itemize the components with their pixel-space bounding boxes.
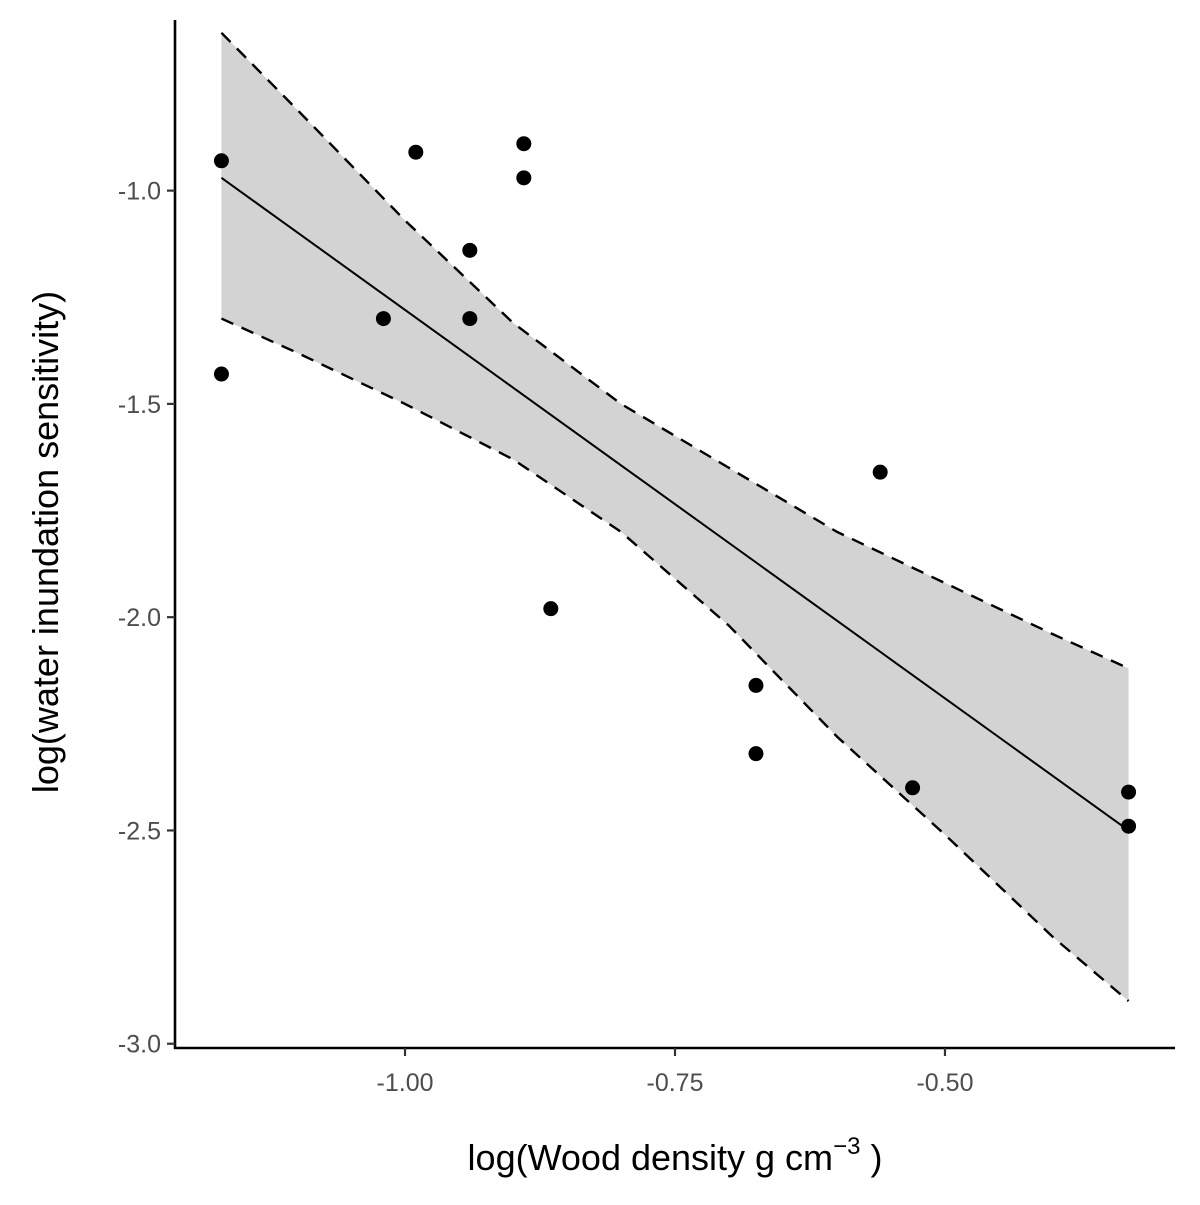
x-axis-title-main: log(Wood density g cm (468, 1137, 834, 1178)
data-point (462, 242, 478, 258)
y-tick-label: -3.0 (118, 1031, 161, 1059)
x-axis-title-superscript: −3 (833, 1133, 860, 1160)
data-points-layer (213, 136, 1137, 834)
y-tick-label: -2.5 (118, 817, 161, 845)
fit-line-layer (220, 177, 1130, 832)
data-point (1121, 784, 1137, 800)
x-tick-label: -0.75 (647, 1069, 704, 1097)
data-point (375, 311, 391, 327)
data-point (543, 601, 559, 617)
data-point (213, 153, 229, 169)
x-tick-label: -1.00 (377, 1069, 434, 1097)
data-point (516, 170, 532, 186)
data-point (213, 366, 229, 382)
y-tick-label: -2.0 (118, 604, 161, 632)
x-axis-title-suffix: ) (860, 1137, 882, 1178)
regression-line (220, 177, 1130, 832)
ticks-layer: -3.0 -2.5 -2.0 -1.5 -1.0 -1.00 -0.75 -0.50 (118, 178, 974, 1097)
data-point (748, 746, 764, 762)
x-axis-title: log(Wood density g cm−3 ) (468, 1133, 883, 1178)
data-point (462, 311, 478, 327)
data-point (872, 464, 888, 480)
y-tick-label: -1.0 (118, 178, 161, 206)
confidence-upper-bound (220, 31, 1130, 670)
confidence-band-layer (220, 31, 1130, 1002)
data-point (516, 136, 532, 152)
y-axis-title: log(water inundation sensitivity) (25, 291, 66, 793)
data-point (408, 144, 424, 160)
data-point (1121, 818, 1137, 834)
data-point (905, 780, 921, 796)
x-tick-label: -0.50 (916, 1069, 973, 1097)
y-tick-label: -1.5 (118, 391, 161, 419)
data-point (748, 677, 764, 693)
confidence-band (221, 32, 1129, 1002)
confidence-lower-bound (220, 317, 1130, 1002)
